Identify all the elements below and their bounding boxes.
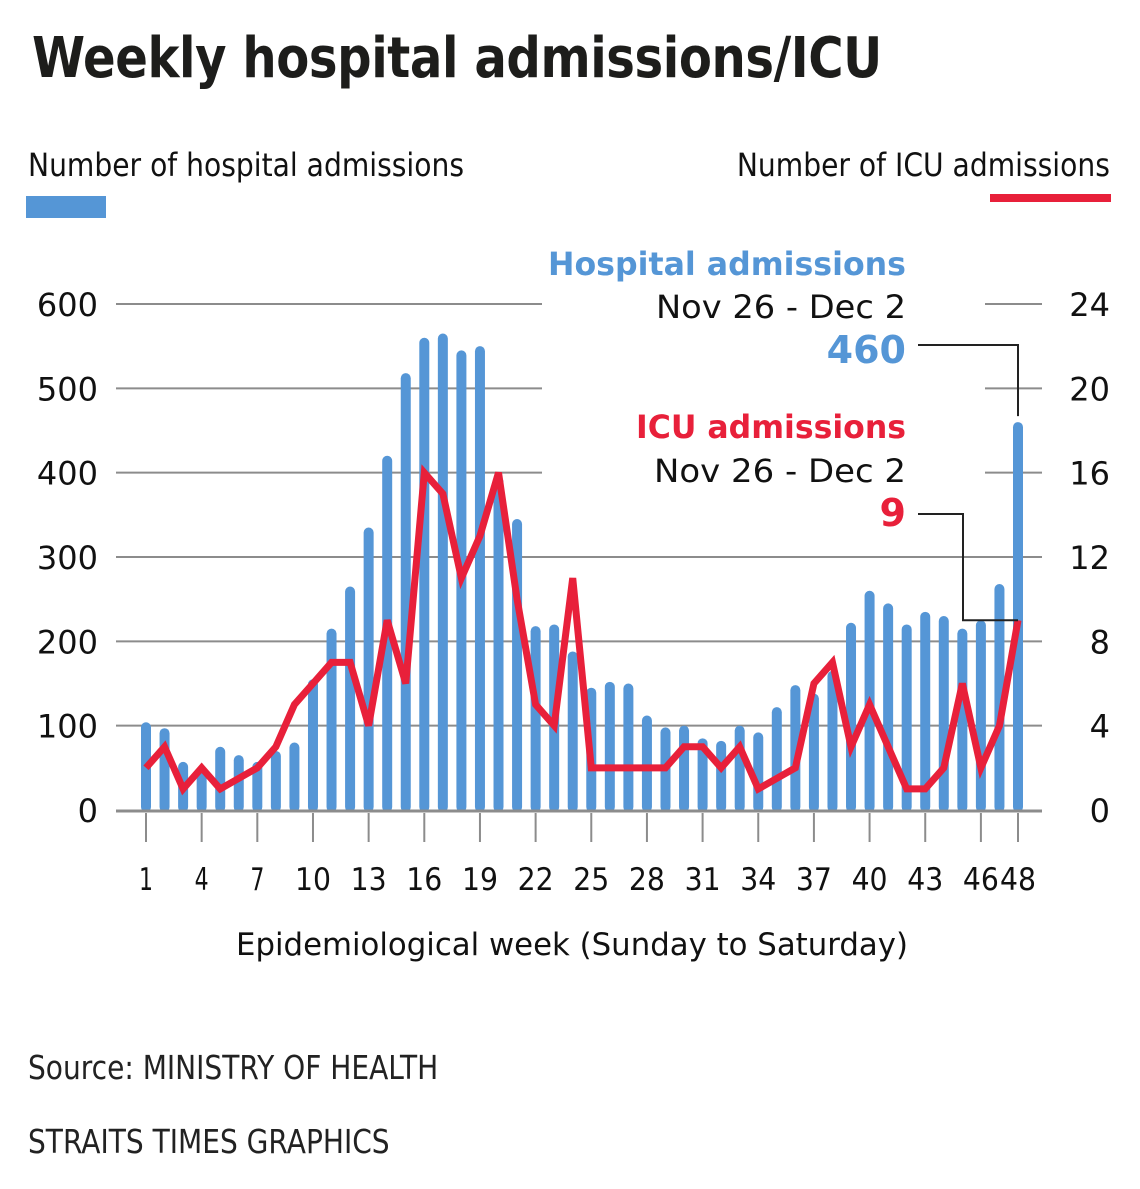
x-tick-label: 7 bbox=[250, 862, 264, 898]
hospital-bar bbox=[975, 620, 986, 812]
hospital-bar bbox=[697, 738, 708, 812]
chart-title: Weekly hospital admissions/ICU bbox=[32, 26, 882, 91]
hospital-bar bbox=[493, 476, 504, 812]
hospital-bar bbox=[994, 583, 1005, 812]
hospital-bar bbox=[270, 750, 281, 812]
x-tick-label: 22 bbox=[518, 862, 554, 898]
x-tick-label: 34 bbox=[740, 862, 776, 898]
y-tick-label-right: 8 bbox=[1090, 623, 1110, 661]
hospital-bar bbox=[530, 626, 541, 812]
legend-hospital-swatch bbox=[26, 196, 106, 218]
y-tick-label-right: 16 bbox=[1069, 455, 1110, 493]
hospital-bar bbox=[196, 769, 207, 812]
hospital-bar bbox=[957, 628, 968, 812]
hospital-bar bbox=[419, 337, 430, 812]
hospital-bar bbox=[363, 527, 374, 812]
y-tick-label-left: 400 bbox=[37, 455, 98, 493]
legend-hospital-label: Number of hospital admissions bbox=[28, 146, 464, 184]
hospital-bar bbox=[159, 728, 170, 812]
y-tick-label-left: 100 bbox=[37, 708, 98, 746]
hospital-bar bbox=[846, 622, 857, 812]
x-tick-label: 43 bbox=[907, 862, 943, 898]
legend-icu-label: Number of ICU admissions bbox=[737, 146, 1110, 184]
x-tick-label: 28 bbox=[629, 862, 665, 898]
hospital-bar bbox=[326, 628, 337, 812]
hospital-bar bbox=[771, 707, 782, 812]
hospital-bars bbox=[141, 333, 1023, 812]
annotation-hospital-leader bbox=[918, 344, 1019, 417]
annotation-icu-period: Nov 26 - Dec 2 bbox=[654, 452, 906, 490]
hospital-bar bbox=[307, 679, 318, 812]
x-tick-label: 31 bbox=[685, 862, 721, 898]
x-tick-label: 37 bbox=[796, 862, 832, 898]
x-tick-label: 4 bbox=[195, 862, 209, 898]
y-tick-label-right: 4 bbox=[1090, 708, 1110, 746]
hospital-bar bbox=[400, 373, 411, 812]
hospital-bar bbox=[827, 670, 838, 812]
annotation-hospital-period: Nov 26 - Dec 2 bbox=[656, 288, 906, 326]
hospital-bar bbox=[345, 586, 356, 812]
x-tick-label: 1 bbox=[139, 862, 153, 898]
y-tick-label-right: 20 bbox=[1069, 370, 1110, 408]
hospital-bar bbox=[604, 681, 615, 812]
x-tick-label: 10 bbox=[295, 862, 331, 898]
hospital-bar bbox=[474, 346, 485, 812]
annotation-icu-value: 9 bbox=[880, 491, 906, 535]
y-tick-label-left: 0 bbox=[78, 792, 98, 830]
hospital-bar bbox=[734, 725, 745, 812]
hospital-bar bbox=[790, 685, 801, 812]
annotation-icu-label: ICU admissions bbox=[636, 408, 906, 446]
y-tick-label-right: 0 bbox=[1090, 792, 1110, 830]
hospital-bar bbox=[716, 740, 727, 812]
hospital-bar bbox=[252, 761, 263, 812]
hospital-bar bbox=[883, 603, 894, 812]
credit-note: STRAITS TIMES GRAPHICS bbox=[28, 1122, 390, 1161]
hospital-bar bbox=[641, 715, 652, 812]
y-tick-label-left: 500 bbox=[37, 370, 98, 408]
hospital-bar bbox=[623, 683, 634, 812]
icu-line-group bbox=[143, 464, 1022, 796]
annotation-icu-leader bbox=[918, 513, 1018, 622]
y-tick-label-left: 600 bbox=[37, 286, 98, 324]
annotation-hospital-value: 460 bbox=[827, 328, 906, 372]
source-note: Source: MINISTRY OF HEALTH bbox=[28, 1048, 439, 1087]
x-tick-label: 46 bbox=[963, 862, 999, 898]
annotation-hospital-label: Hospital admissions bbox=[548, 245, 906, 283]
x-tick-label: 16 bbox=[406, 862, 442, 898]
hospital-bar bbox=[938, 616, 949, 812]
y-tick-label-left: 300 bbox=[37, 539, 98, 577]
x-tick-label: 19 bbox=[462, 862, 498, 898]
hospital-bar bbox=[920, 611, 931, 812]
y-tick-label-left: 200 bbox=[37, 623, 98, 661]
legend-icu-swatch bbox=[990, 194, 1111, 202]
y-tick-label-right: 12 bbox=[1069, 539, 1110, 577]
hospital-bar bbox=[679, 725, 690, 812]
hospital-bar bbox=[753, 732, 764, 812]
x-tick-label: 25 bbox=[573, 862, 609, 898]
hospital-bar bbox=[808, 693, 819, 812]
x-axis-title: Epidemiological week (Sunday to Saturday… bbox=[236, 927, 908, 963]
hospital-bar bbox=[1013, 422, 1023, 812]
hospital-bar bbox=[289, 742, 300, 812]
x-tick-label: 40 bbox=[852, 862, 888, 898]
hospital-bar bbox=[233, 755, 244, 812]
x-tick-label: 48 bbox=[1000, 862, 1036, 898]
hospital-bar bbox=[215, 746, 226, 812]
x-tick-label: 13 bbox=[351, 862, 387, 898]
y-tick-label-right: 24 bbox=[1069, 286, 1110, 324]
hospital-bar bbox=[901, 624, 912, 812]
icu-line bbox=[143, 464, 1022, 796]
hospital-bar bbox=[567, 651, 578, 812]
hospital-bar bbox=[437, 333, 448, 812]
